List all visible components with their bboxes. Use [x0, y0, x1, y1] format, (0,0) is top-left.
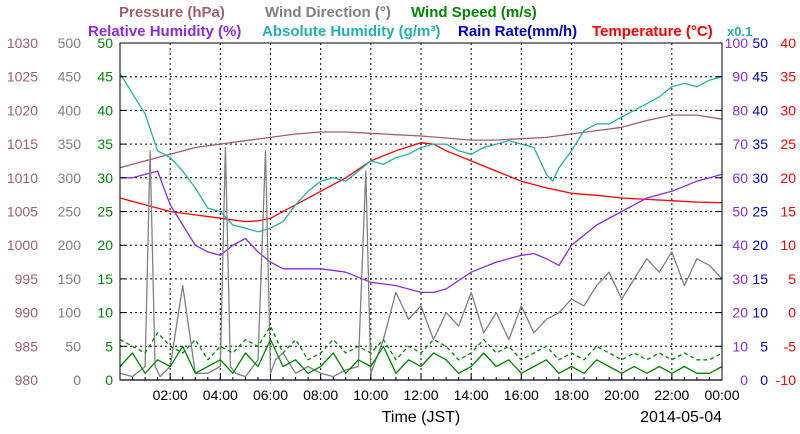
x-tick-label: 00:00 [704, 387, 739, 403]
humidity-tick-label: 20 [732, 305, 748, 321]
series-line-6 [119, 325, 723, 361]
legend-row1-item: Wind Speed (m/s) [411, 4, 537, 21]
temperature-tick-label: 15 [780, 204, 796, 220]
pressure-tick-label: 1030 [7, 35, 38, 51]
wind_speed-tick-label: 30 [97, 170, 113, 186]
pressure-tick-label: 1025 [7, 69, 38, 85]
temperature-tick-label: 35 [780, 69, 796, 85]
rain_rate-tick-label: 50 [752, 35, 768, 51]
temperature-tick-label: 40 [780, 35, 796, 51]
pressure-tick-label: 1010 [7, 170, 38, 186]
wind_direction-tick-label: 450 [58, 69, 82, 85]
series-line-0 [119, 114, 723, 169]
x-tick-label: 20:00 [604, 387, 639, 403]
x-tick-label: 06:00 [253, 387, 288, 403]
humidity-tick-label: 40 [732, 237, 748, 253]
rain_rate-tick-label: 10 [752, 305, 768, 321]
x-tick-label: 02:00 [153, 387, 188, 403]
pressure-tick-label: 985 [15, 338, 39, 354]
rain_rate-tick-label: 0 [760, 372, 768, 388]
rain_rate-tick-label: 30 [752, 170, 768, 186]
temperature-tick-label: 10 [780, 237, 796, 253]
legend-row2-item: Absolute Humidity (g/m³) [262, 23, 440, 40]
x-tick-label: 12:00 [403, 387, 438, 403]
wind_direction-tick-label: 500 [58, 35, 82, 51]
wind_direction-tick-label: 50 [65, 338, 81, 354]
wind_speed-tick-label: 5 [105, 338, 113, 354]
rain_rate-tick-label: 5 [760, 338, 768, 354]
wind_direction-tick-label: 100 [58, 305, 82, 321]
temperature-tick-label: -5 [784, 338, 797, 354]
chart-date: 2014-05-04 [640, 409, 722, 426]
wind_speed-tick-label: 40 [97, 102, 113, 118]
pressure-tick-label: 1000 [7, 237, 38, 253]
rain_rate-tick-label: 45 [752, 69, 768, 85]
wind_speed-tick-label: 25 [97, 204, 113, 220]
temperature-tick-label: -10 [776, 372, 796, 388]
wind_speed-tick-label: 15 [97, 271, 113, 287]
wind_direction-tick-label: 250 [58, 204, 82, 220]
temperature-tick-label: 30 [780, 102, 796, 118]
humidity-tick-label: 0 [740, 372, 748, 388]
wind_speed-tick-label: 20 [97, 237, 113, 253]
humidity-tick-label: 10 [732, 338, 748, 354]
legend-row2-item: Rain Rate(mm/h) [458, 23, 577, 40]
rain_rate-tick-label: 35 [752, 136, 768, 152]
rain_rate-tick-label: 15 [752, 271, 768, 287]
humidity-tick-label: 50 [732, 204, 748, 220]
humidity-tick-label: 100 [725, 35, 749, 51]
x-axis-label: Time (JST) [382, 409, 461, 426]
series-line-5 [119, 338, 723, 374]
humidity-tick-label: 70 [732, 136, 748, 152]
pressure-tick-label: 995 [15, 271, 39, 287]
x-tick-label: 14:00 [454, 387, 489, 403]
wind_speed-tick-label: 50 [97, 35, 113, 51]
rain_rate-tick-label: 20 [752, 237, 768, 253]
x-tick-label: 08:00 [303, 387, 338, 403]
wind_direction-tick-label: 150 [58, 271, 82, 287]
temperature-tick-label: 20 [780, 170, 796, 186]
wind_direction-tick-label: 300 [58, 170, 82, 186]
legend-row1-item: Pressure (hPa) [119, 4, 225, 21]
wind_speed-tick-label: 10 [97, 305, 113, 321]
legend-row2-item: Relative Humidity (%) [88, 23, 241, 40]
wind_direction-tick-label: 0 [73, 372, 81, 388]
temperature-tick-label: 0 [788, 305, 796, 321]
x-tick-label: 22:00 [654, 387, 689, 403]
pressure-tick-label: 1015 [7, 136, 38, 152]
pressure-tick-label: 990 [15, 305, 39, 321]
pressure-tick-label: 980 [15, 372, 39, 388]
humidity-tick-label: 90 [732, 69, 748, 85]
x-tick-label: 10:00 [353, 387, 388, 403]
humidity-tick-label: 60 [732, 170, 748, 186]
wind_direction-tick-label: 350 [58, 136, 82, 152]
x-tick-label: 16:00 [504, 387, 539, 403]
wind_speed-tick-label: 0 [105, 372, 113, 388]
wind_speed-tick-label: 45 [97, 69, 113, 85]
series-line-2 [119, 72, 723, 233]
series-line-3 [120, 170, 723, 294]
temperature-tick-label: 25 [780, 136, 796, 152]
wind_speed-tick-label: 35 [97, 136, 113, 152]
pressure-tick-label: 1005 [7, 204, 38, 220]
legend-row2-item: x0.1 [727, 24, 752, 39]
pressure-tick-label: 1020 [7, 102, 38, 118]
rain_rate-tick-label: 25 [752, 204, 768, 220]
humidity-tick-label: 80 [732, 102, 748, 118]
x-tick-label: 18:00 [554, 387, 589, 403]
series-line-1 [119, 142, 723, 223]
legend-row1-item: Wind Direction (°) [265, 4, 391, 21]
legend-row2-item: Temperature (°C) [592, 23, 713, 40]
temperature-tick-label: 5 [788, 271, 796, 287]
wind_direction-tick-label: 400 [58, 102, 82, 118]
x-tick-label: 04:00 [203, 387, 238, 403]
rain_rate-tick-label: 40 [752, 102, 768, 118]
wind_direction-tick-label: 200 [58, 237, 82, 253]
humidity-tick-label: 30 [732, 271, 748, 287]
